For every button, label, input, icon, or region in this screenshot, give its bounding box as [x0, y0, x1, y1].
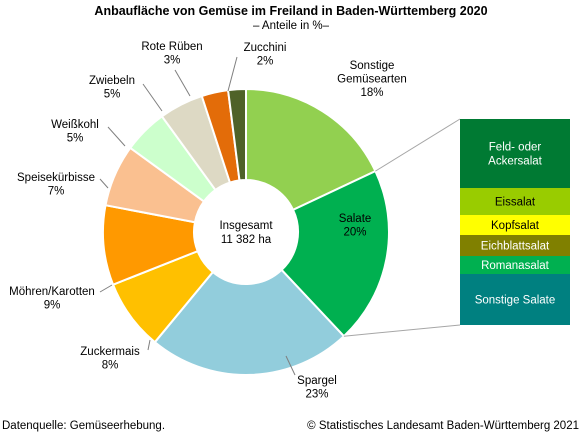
label-leader-lines [99, 56, 296, 376]
slice-label-sonstige-gemuesearten: Gemüsearten [337, 74, 407, 86]
slice-pct-zucchini: 2% [257, 56, 274, 68]
slice-label-moehren-karotten: Möhren/Karotten [9, 286, 95, 298]
slice-pct-zuckermais: 8% [102, 360, 119, 372]
breakdown-label-eichblattsalat: Eichblattsalat [481, 241, 550, 253]
chart-title: Anbaufläche von Gemüse im Freiland in Ba… [94, 4, 487, 18]
slice-pct-weisskohl: 5% [67, 133, 84, 145]
leader-rote-rueben [174, 69, 191, 97]
leader-zucchini [227, 56, 238, 92]
slice-salate [280, 169, 390, 338]
center-label-area: 11 382 ha [221, 234, 272, 246]
slice-label-spargel: Spargel [297, 375, 337, 387]
slice-pct-spargel: 23% [305, 389, 328, 401]
leader-zuckermais [147, 339, 151, 351]
leader-moehren-karotten [99, 284, 113, 293]
slice-label-zwiebeln: Zwiebeln [89, 75, 135, 87]
slice-label-rote-rueben: Rote Rüben [141, 41, 202, 53]
slice-sonstige-gemuesearten [245, 87, 377, 212]
footer-source: Datenquelle: Gemüseerhebung. [2, 420, 165, 432]
breakdown-segment-eissalat [460, 188, 570, 215]
connector-top [375, 118, 461, 172]
breakdown-label-eissalat: Eissalat [495, 197, 536, 209]
slice-pct-speisekuerbisse: 7% [48, 186, 65, 198]
donut-slices [102, 87, 390, 376]
breakdown-segment-eichblattsalat [460, 235, 570, 256]
slice-label-speisekuerbisse: Speisekürbisse [17, 172, 95, 184]
slice-pct-rote-rueben: 3% [164, 55, 181, 67]
salate-breakdown-stack: Feld- oder Ackersalat Eissalat Kopfsalat Eic… [460, 119, 570, 325]
leader-zwiebeln [142, 83, 163, 112]
connector-bottom [343, 324, 461, 337]
breakdown-label-feld-oder-ackersalat: Ackersalat [488, 156, 542, 168]
chart-subtitle: – Anteile in %– [253, 20, 330, 32]
breakdown-connectors [343, 118, 461, 337]
breakdown-label-sonstige-salate: Sonstige Salate [475, 295, 556, 307]
slice-pct-sonstige-gemuesearten: 18% [360, 87, 383, 99]
slice-label-weisskohl: Weißkohl [51, 119, 99, 131]
breakdown-segment-sonstige-salate [460, 274, 570, 325]
breakdown-label-feld-oder-ackersalat: Feld- oder [489, 142, 542, 154]
leader-speisekuerbisse [99, 178, 109, 189]
slice-spargel [153, 268, 346, 376]
slice-label-zuckermais: Zuckermais [80, 346, 140, 358]
slice-label-sonstige-gemuesearten: Sonstige [350, 60, 395, 72]
breakdown-label-kopfsalat: Kopfsalat [491, 220, 540, 232]
slice-label-salate: Salate [339, 213, 372, 225]
leader-weisskohl [107, 126, 126, 147]
footer-copyright: © Statistisches Landesamt Baden-Württemb… [307, 420, 579, 432]
slice-pct-moehren-karotten: 9% [44, 300, 61, 312]
breakdown-segment-kopfsalat [460, 215, 570, 235]
slice-zucchini [226, 87, 247, 182]
slice-pct-salate: 20% [343, 227, 366, 239]
center-label-total: Insgesamt [219, 220, 273, 232]
breakdown-segment-romanasalat [460, 256, 570, 274]
breakdown-segment-feld-oder-ackersalat [460, 119, 570, 188]
slice-label-zucchini: Zucchini [244, 42, 287, 54]
leader-spargel [285, 355, 296, 376]
breakdown-label-romanasalat: Romanasalat [481, 260, 550, 272]
slice-pct-zwiebeln: 5% [104, 89, 121, 101]
